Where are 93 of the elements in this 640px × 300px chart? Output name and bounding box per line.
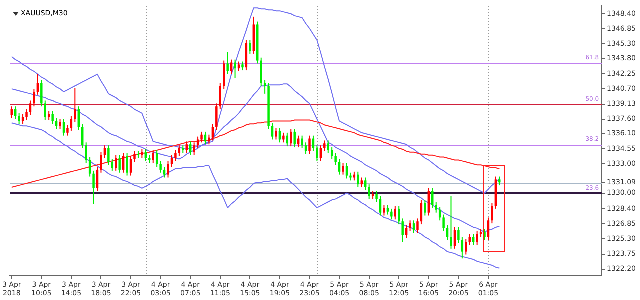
candlestick <box>66 124 69 136</box>
candlestick <box>52 110 54 125</box>
candlestick <box>234 59 236 79</box>
candlestick <box>18 112 20 125</box>
candlestick <box>222 60 226 90</box>
candlestick <box>458 226 460 244</box>
candlestick <box>92 170 95 205</box>
candlestick <box>29 100 32 116</box>
candlestick <box>104 145 106 159</box>
candlestick <box>88 156 92 178</box>
candlestick <box>62 118 66 136</box>
candlestick <box>324 140 326 152</box>
candlestick <box>405 225 408 239</box>
candlestick <box>442 214 445 232</box>
candlestick <box>491 202 494 224</box>
candlestick <box>212 124 214 142</box>
candlestick <box>130 156 132 176</box>
candlestick <box>334 152 337 166</box>
candlestick <box>390 208 393 220</box>
candlestick <box>167 160 170 178</box>
candlestick <box>55 118 58 130</box>
candlestick <box>282 132 285 144</box>
candlestick <box>304 142 308 155</box>
candlestick <box>230 59 233 75</box>
candlestick <box>44 100 46 121</box>
candlestick <box>468 234 471 246</box>
candlestick <box>174 150 177 162</box>
candlestick <box>152 150 154 164</box>
candlestick <box>186 141 188 154</box>
candlestick <box>14 106 17 120</box>
candlestick <box>409 220 412 232</box>
candlestick <box>196 136 200 150</box>
candlestick <box>338 158 341 176</box>
candlestick <box>216 103 218 130</box>
candlestick <box>200 131 203 144</box>
candlestick <box>264 80 266 94</box>
candlestick <box>74 88 76 123</box>
candlestick <box>126 152 128 176</box>
candlestick <box>260 57 262 87</box>
candlestick <box>360 177 363 188</box>
candlestick <box>271 122 274 140</box>
candlestick <box>316 145 318 162</box>
candlestick <box>428 188 430 216</box>
candlestick <box>461 236 464 260</box>
candlestick <box>450 196 452 250</box>
candlestick <box>40 80 43 108</box>
candlestick <box>472 234 475 246</box>
candlestick <box>294 128 296 148</box>
candlestick <box>435 202 438 214</box>
candlestick <box>379 196 382 216</box>
candlestick <box>26 109 28 121</box>
candlestick <box>327 140 330 154</box>
candlestick <box>402 218 404 243</box>
candlestick <box>189 141 192 156</box>
candlestick <box>208 134 210 146</box>
candlestick <box>249 40 252 54</box>
candlestick <box>308 135 311 155</box>
candlestick <box>330 147 334 160</box>
candlestick <box>465 238 468 256</box>
candlestick <box>416 218 419 234</box>
candlestick <box>476 230 478 246</box>
candlestick <box>219 82 222 110</box>
candlestick <box>275 128 278 140</box>
candlestick <box>320 145 322 162</box>
candlestick <box>33 88 36 108</box>
candlestick <box>386 204 390 216</box>
candlestick <box>226 52 229 75</box>
candlestick <box>420 200 423 226</box>
candlestick <box>36 74 40 96</box>
candlestick <box>383 204 386 216</box>
candlestick <box>163 166 166 178</box>
candlestick <box>108 145 110 166</box>
candlestick <box>412 220 416 234</box>
candlestick <box>424 200 426 216</box>
candlestick <box>85 142 88 164</box>
candlestick <box>160 160 162 174</box>
candlestick <box>111 158 114 172</box>
candlestick <box>193 142 196 156</box>
candlestick <box>301 135 304 150</box>
candlestick <box>59 118 62 130</box>
candlestick <box>364 177 367 191</box>
candlestick <box>238 61 240 72</box>
candlestick <box>144 148 148 162</box>
candlestick <box>368 184 370 200</box>
candlestick <box>134 150 136 163</box>
candlestick <box>357 171 360 188</box>
candlestick <box>178 145 181 157</box>
candlestick <box>100 152 102 174</box>
candlestick <box>376 190 378 203</box>
candlestick <box>346 162 348 180</box>
candlestick <box>118 154 121 174</box>
candlestick <box>342 162 344 176</box>
candlestick <box>10 106 13 119</box>
